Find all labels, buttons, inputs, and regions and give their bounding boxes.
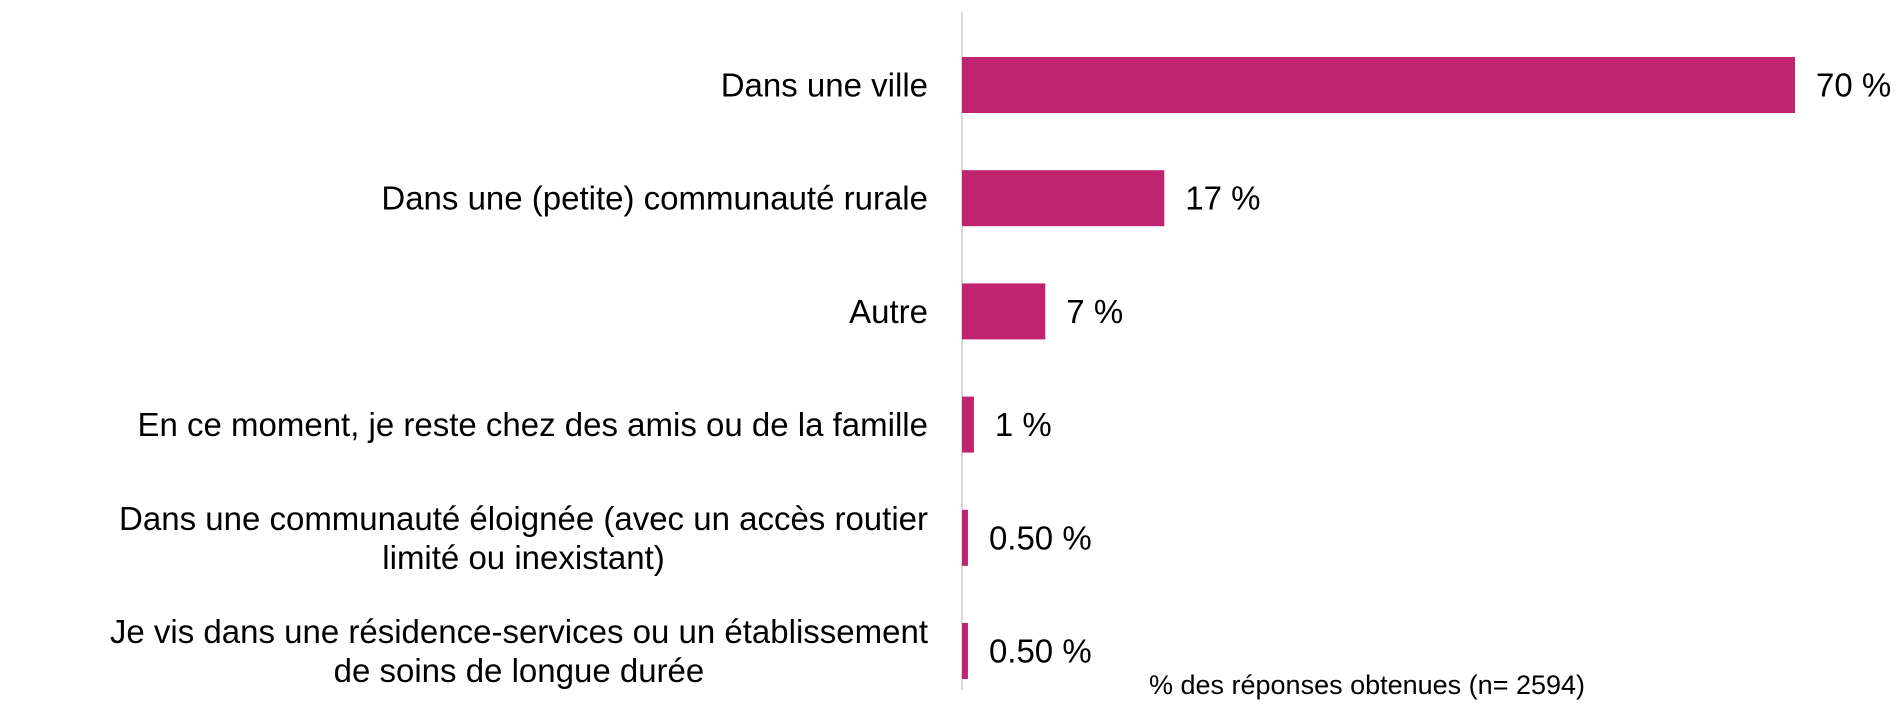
bar-5 <box>962 509 968 566</box>
category-label-3-line-1: Autre <box>849 293 928 330</box>
category-label-4-line-1: En ce moment, je reste chez des amis ou … <box>137 406 928 443</box>
category-label-6: Je vis dans une résidence-services ou un… <box>110 613 928 689</box>
value-label-3: 7 % <box>1066 293 1123 330</box>
category-label-6-line-2: de soins de longue durée <box>334 652 705 689</box>
category-label-6-line-1: Je vis dans une résidence-services ou un… <box>110 613 928 650</box>
value-labels: 70 % 17 % 7 % 1 % 0.50 % 0.50 % <box>989 67 1891 670</box>
value-label-2: 17 % <box>1185 180 1260 217</box>
category-label-2: Dans une (petite) communauté rurale <box>381 180 928 217</box>
category-label-5: Dans une communauté éloignée (avec un ac… <box>119 500 928 576</box>
category-label-5-line-2: limité ou inexistant) <box>382 539 664 576</box>
value-label-6: 0.50 % <box>989 633 1092 670</box>
category-label-5-line-1: Dans une communauté éloignée (avec un ac… <box>119 500 928 537</box>
bar-2 <box>962 170 1165 227</box>
category-label-1-line-1: Dans une ville <box>721 67 928 104</box>
bar-4 <box>962 396 974 453</box>
bar-1 <box>962 57 1795 113</box>
value-label-5: 0.50 % <box>989 519 1092 556</box>
value-label-4: 1 % <box>995 406 1052 443</box>
bars <box>962 57 1795 679</box>
category-label-2-line-1: Dans une (petite) communauté rurale <box>381 180 928 217</box>
category-labels: Dans une ville Dans une (petite) communau… <box>110 67 928 690</box>
category-label-3: Autre <box>849 293 928 330</box>
category-label-4: En ce moment, je reste chez des amis ou … <box>137 406 928 443</box>
response-count-note: % des réponses obtenues (n= 2594) <box>1149 670 1585 700</box>
category-label-1: Dans une ville <box>721 67 928 104</box>
value-label-1: 70 % <box>1816 67 1891 104</box>
bar-6 <box>962 623 968 679</box>
bar-3 <box>962 283 1046 340</box>
